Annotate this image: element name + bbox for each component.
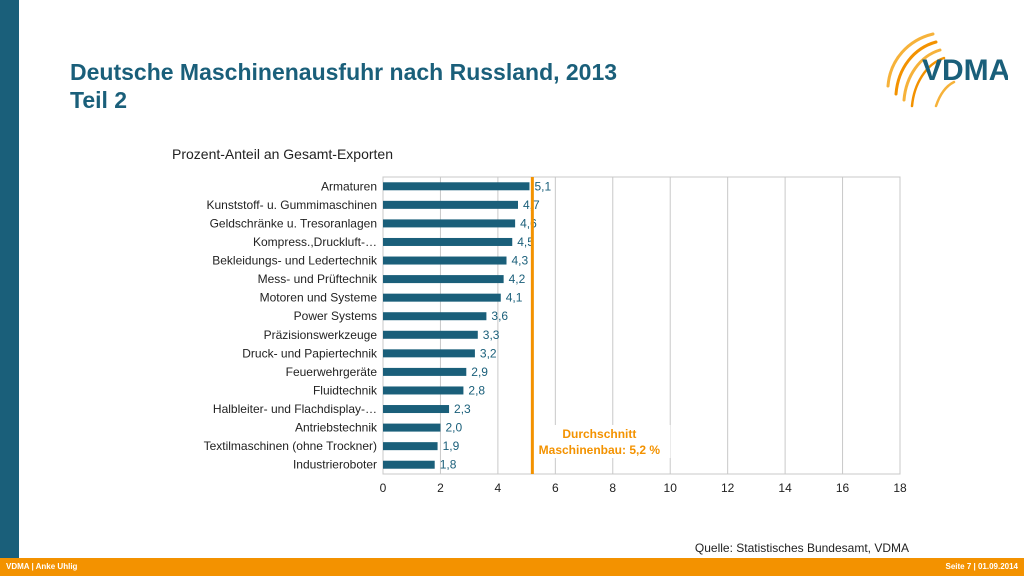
category-label: Geldschränke u. Tresoranlagen bbox=[210, 216, 377, 230]
category-label: Motoren und Systeme bbox=[260, 291, 378, 305]
vdma-logo-graphic: VDMA bbox=[886, 32, 1010, 108]
bar bbox=[383, 423, 441, 432]
slide-title: Deutsche Maschinenausfuhr nach Russland,… bbox=[70, 58, 617, 114]
category-label: Mess- und Prüftechnik bbox=[258, 272, 378, 286]
bar bbox=[383, 275, 504, 284]
category-label: Kompress.,Druckluft-… bbox=[253, 235, 377, 249]
category-label: Halbleiter- und Flachdisplay-… bbox=[213, 402, 377, 416]
slide-title-line1: Deutsche Maschinenausfuhr nach Russland,… bbox=[70, 59, 618, 85]
x-tick-label: 12 bbox=[721, 481, 735, 495]
bar bbox=[383, 330, 478, 339]
x-tick-label: 16 bbox=[836, 481, 850, 495]
category-label: Industrieroboter bbox=[293, 458, 377, 472]
bar bbox=[383, 312, 487, 321]
bar bbox=[383, 367, 467, 376]
value-label: 2,0 bbox=[445, 421, 462, 435]
bar-chart: 0 2 4 6 8 10 12 14 16 18 Armaturen 5,1 Kunststoff- u… bbox=[204, 176, 907, 495]
chart-title: Prozent-Anteil an Gesamt-Exporten bbox=[172, 146, 393, 162]
x-tick-label: 6 bbox=[552, 481, 559, 495]
x-tick-label: 4 bbox=[495, 481, 502, 495]
bar bbox=[383, 237, 513, 246]
category-label: Armaturen bbox=[321, 179, 377, 193]
bar bbox=[383, 386, 464, 395]
category-label: Power Systems bbox=[294, 309, 377, 323]
category-label: Bekleidungs- und Ledertechnik bbox=[212, 254, 378, 268]
x-tick-label: 2 bbox=[437, 481, 444, 495]
bar bbox=[383, 293, 501, 302]
category-label: Fluidtechnik bbox=[313, 383, 378, 397]
x-tick-label: 18 bbox=[893, 481, 907, 495]
footer-page: Seite 7 | 01.09.2014 bbox=[945, 562, 1018, 571]
source-note: Quelle: Statistisches Bundesamt, VDMA bbox=[694, 541, 909, 555]
value-label: 4,5 bbox=[517, 235, 534, 249]
value-label: 3,3 bbox=[483, 328, 500, 342]
value-label: 4,2 bbox=[509, 272, 526, 286]
x-tick-label: 0 bbox=[380, 481, 387, 495]
value-label: 4,6 bbox=[520, 216, 537, 230]
footer-author: VDMA | Anke Uhlig bbox=[6, 562, 78, 571]
category-label: Druck- und Papiertechnik bbox=[242, 346, 378, 360]
bar bbox=[383, 182, 530, 191]
value-label: 4,1 bbox=[506, 291, 523, 305]
average-label-line1: Durchschnitt bbox=[562, 427, 636, 441]
category-label: Präzisionswerkzeuge bbox=[264, 328, 378, 342]
average-label-line2: Maschinenbau: 5,2 % bbox=[539, 443, 661, 457]
bar bbox=[383, 460, 435, 469]
x-tick-label: 10 bbox=[664, 481, 678, 495]
left-accent-bar bbox=[0, 0, 19, 558]
value-label: 3,2 bbox=[480, 346, 497, 360]
category-label: Feuerwehrgeräte bbox=[286, 365, 378, 379]
average-label-bg bbox=[534, 425, 671, 458]
x-tick-label: 8 bbox=[609, 481, 616, 495]
value-label: 2,8 bbox=[468, 383, 485, 397]
x-tick-label: 14 bbox=[778, 481, 792, 495]
category-label: Textilmaschinen (ohne Trockner) bbox=[204, 439, 377, 453]
bar bbox=[383, 256, 507, 265]
value-label: 3,6 bbox=[491, 309, 508, 323]
vdma-logo-text: VDMA bbox=[922, 54, 1008, 87]
bar bbox=[383, 200, 518, 209]
slide-title-line2: Teil 2 bbox=[70, 87, 128, 113]
bar bbox=[383, 219, 516, 228]
vdma-logo: VDMA bbox=[878, 28, 1010, 108]
bar bbox=[383, 442, 438, 451]
value-label: 5,1 bbox=[534, 179, 551, 193]
value-label: 2,3 bbox=[454, 402, 471, 416]
category-label: Kunststoff- u. Gummimaschinen bbox=[206, 198, 377, 212]
bar bbox=[383, 349, 475, 358]
value-label: 1,9 bbox=[443, 439, 460, 453]
footer-bar: VDMA | Anke Uhlig Seite 7 | 01.09.2014 bbox=[0, 558, 1024, 576]
value-label: 2,9 bbox=[471, 365, 488, 379]
bar bbox=[383, 405, 450, 414]
category-label: Antriebstechnik bbox=[295, 421, 378, 435]
value-label: 4,3 bbox=[512, 254, 529, 268]
value-label: 1,8 bbox=[440, 458, 457, 472]
